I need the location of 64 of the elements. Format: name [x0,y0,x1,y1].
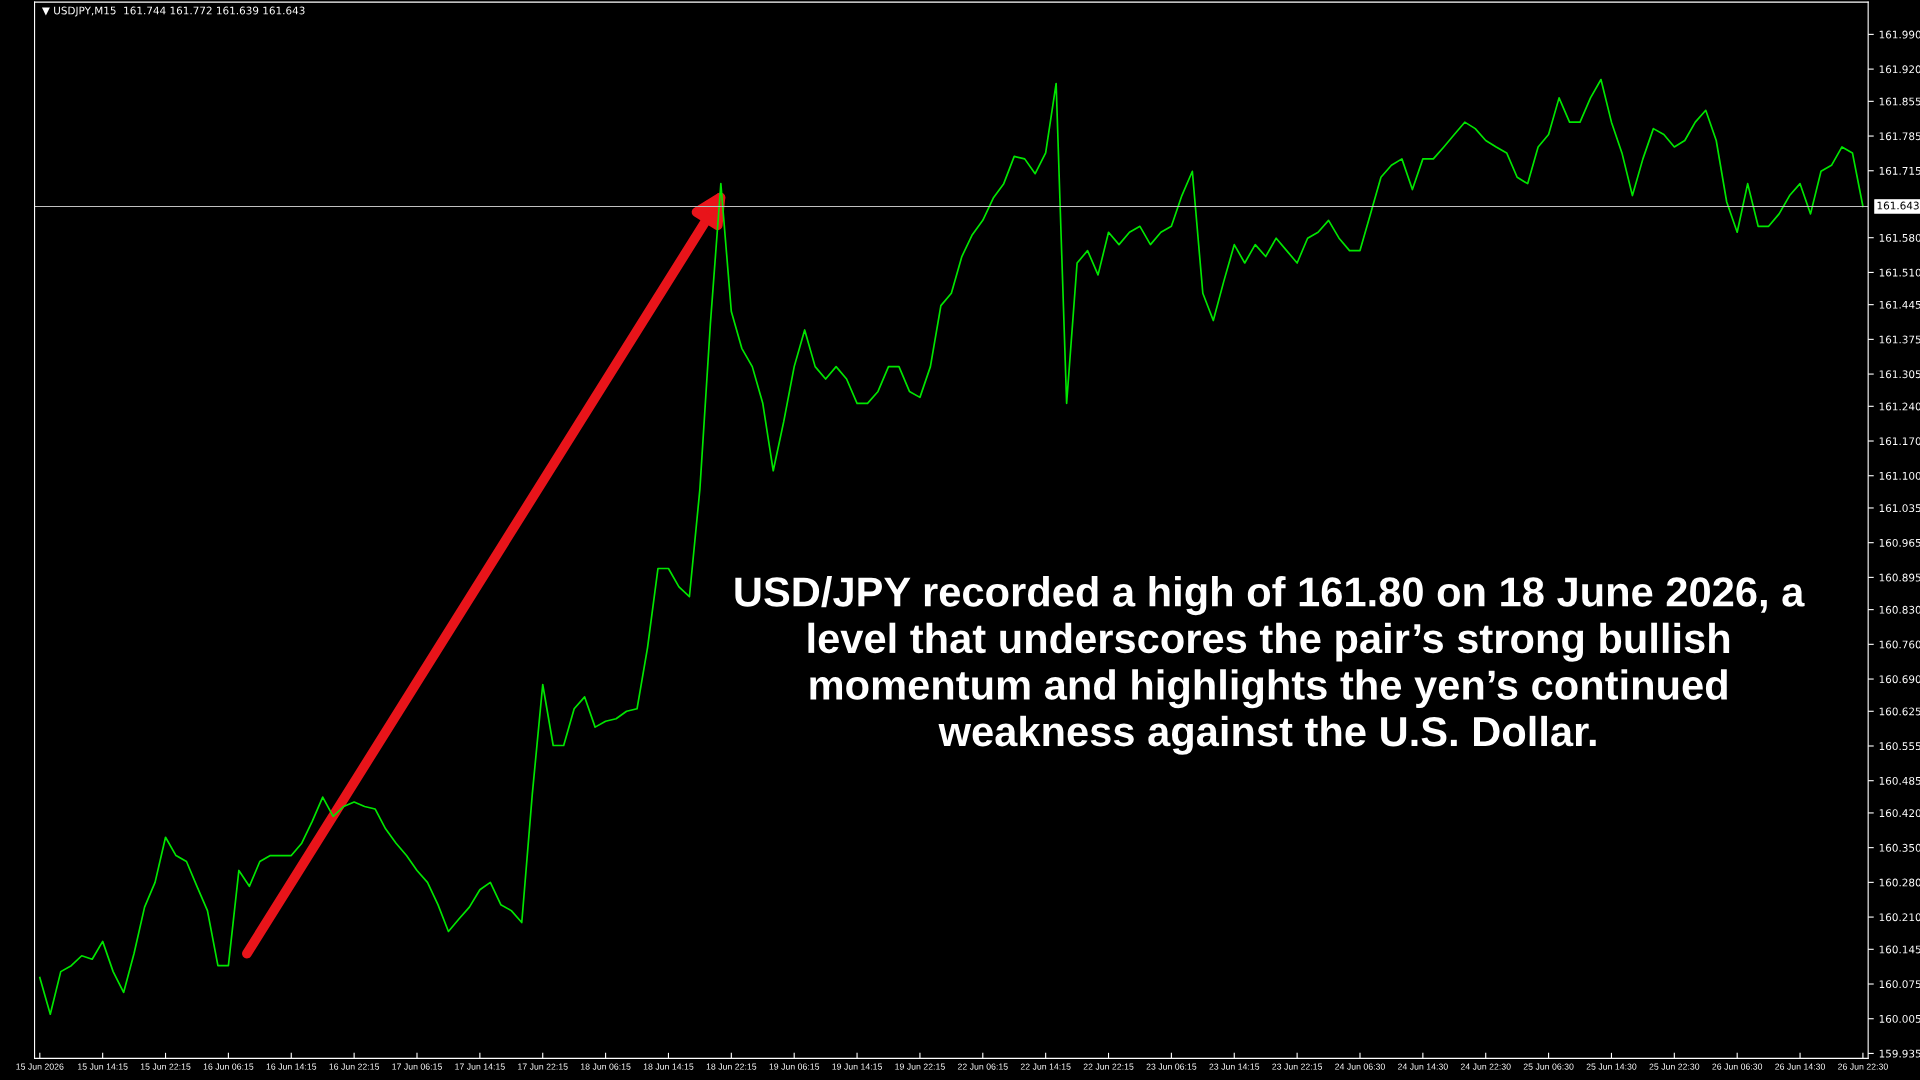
y-tick-label: 160.555 [1879,742,1920,751]
x-tick-label: 26 Jun 14:30 [1775,1063,1826,1070]
x-tick-label: 16 Jun 14:15 [266,1063,317,1070]
y-tick-label: 161.100 [1879,471,1920,480]
x-tick-label: 24 Jun 06:30 [1335,1063,1385,1070]
x-tick-label: 23 Jun 06:15 [1146,1063,1197,1070]
annotation: USD/JPY recorded a high of 161.80 on 18 June 2026, a level that underscores the pair’s strong bullish momentum and highlights the yen’s continued weakness against the U.S. Dollar. [735,576,1805,755]
y-tick-label: 161.785 [1879,132,1920,141]
x-tick-label: 23 Jun 14:15 [1209,1063,1260,1070]
x-tick-label: 25 Jun 22:30 [1649,1063,1700,1070]
x-tick-label: 16 Jun 06:15 [203,1063,254,1070]
chart-title: ▼ USDJPY,M15 161.744 161.772 161.639 161.643 [41,6,305,17]
y-tick-label: 160.485 [1879,776,1920,785]
y-tick-label: 161.170 [1879,437,1920,446]
x-tick-label: 18 Jun 14:15 [643,1063,694,1070]
y-tick-label: 160.280 [1879,878,1920,887]
y-tick-label: 161.445 [1879,300,1920,309]
y-tick-label: 160.005 [1879,1014,1920,1023]
y-tick-label: 161.240 [1879,402,1920,411]
y-tick-label: 160.625 [1879,707,1920,716]
x-tick-label: 26 Jun 06:30 [1712,1063,1763,1070]
y-tick-label: 160.965 [1879,538,1920,547]
x-tick-label: 26 Jun 22:30 [1838,1063,1888,1070]
x-tick-label: 17 Jun 06:15 [392,1063,442,1070]
y-tick-label: 161.305 [1879,370,1920,379]
y-tick-label: 160.350 [1879,843,1920,852]
x-tick-label: 22 Jun 06:15 [957,1063,1008,1070]
x-tick-label: 19 Jun 06:15 [769,1063,820,1070]
y-tick-label: 160.420 [1879,809,1920,818]
line-series [38,78,1864,1016]
y-tick-label: 161.580 [1879,233,1920,242]
x-tick-label: 17 Jun 14:15 [455,1063,505,1070]
y-tick-label: 161.990 [1879,30,1920,39]
x-tick-label: 22 Jun 14:15 [1020,1063,1071,1070]
x-tick-label: 19 Jun 22:15 [895,1063,945,1070]
y-tick-label: 160.895 [1879,573,1920,582]
x-tick-label: 16 Jun 22:15 [329,1063,380,1070]
y-tick-label: 159.935 [1879,1049,1920,1058]
y-tick-label: 161.920 [1879,65,1920,74]
x-tick-label: 23 Jun 22:15 [1272,1063,1323,1070]
x-tick-label: 19 Jun 14:15 [832,1063,882,1070]
x-tick-label: 22 Jun 22:15 [1083,1063,1134,1070]
x-tick-label: 17 Jun 22:15 [518,1063,568,1070]
x-tick-label: 18 Jun 06:15 [580,1063,631,1070]
y-tick-label: 161.375 [1879,335,1920,344]
x-tick-label: 25 Jun 14:30 [1586,1063,1637,1070]
x-tick-label: 24 Jun 22:30 [1460,1063,1511,1070]
y-tick-label: 160.690 [1879,675,1920,684]
y-tick-label: 160.210 [1879,913,1920,922]
x-tick-label: 15 Jun 14:15 [78,1063,128,1070]
y-tick-label: 161.035 [1879,504,1920,513]
x-tick-label: 15 Jun 22:15 [140,1063,191,1070]
y-tick-label: 160.830 [1879,605,1920,614]
y-tick-label: 160.075 [1879,980,1920,989]
y-tick-label: 161.855 [1879,97,1920,106]
y-tick-label: 161.510 [1879,268,1920,277]
y-tick-label: 161.715 [1879,166,1920,175]
x-tick-label: 24 Jun 14:30 [1398,1063,1448,1070]
x-tick-label: 15 Jun 2026 [16,1063,64,1070]
y-tick-label: 160.145 [1879,945,1920,954]
x-tick-label: 18 Jun 22:15 [706,1063,757,1070]
x-tick-label: 25 Jun 06:30 [1523,1063,1574,1070]
ref-line-label: 161.643 [1877,201,1919,210]
y-tick-label: 160.760 [1879,640,1920,649]
